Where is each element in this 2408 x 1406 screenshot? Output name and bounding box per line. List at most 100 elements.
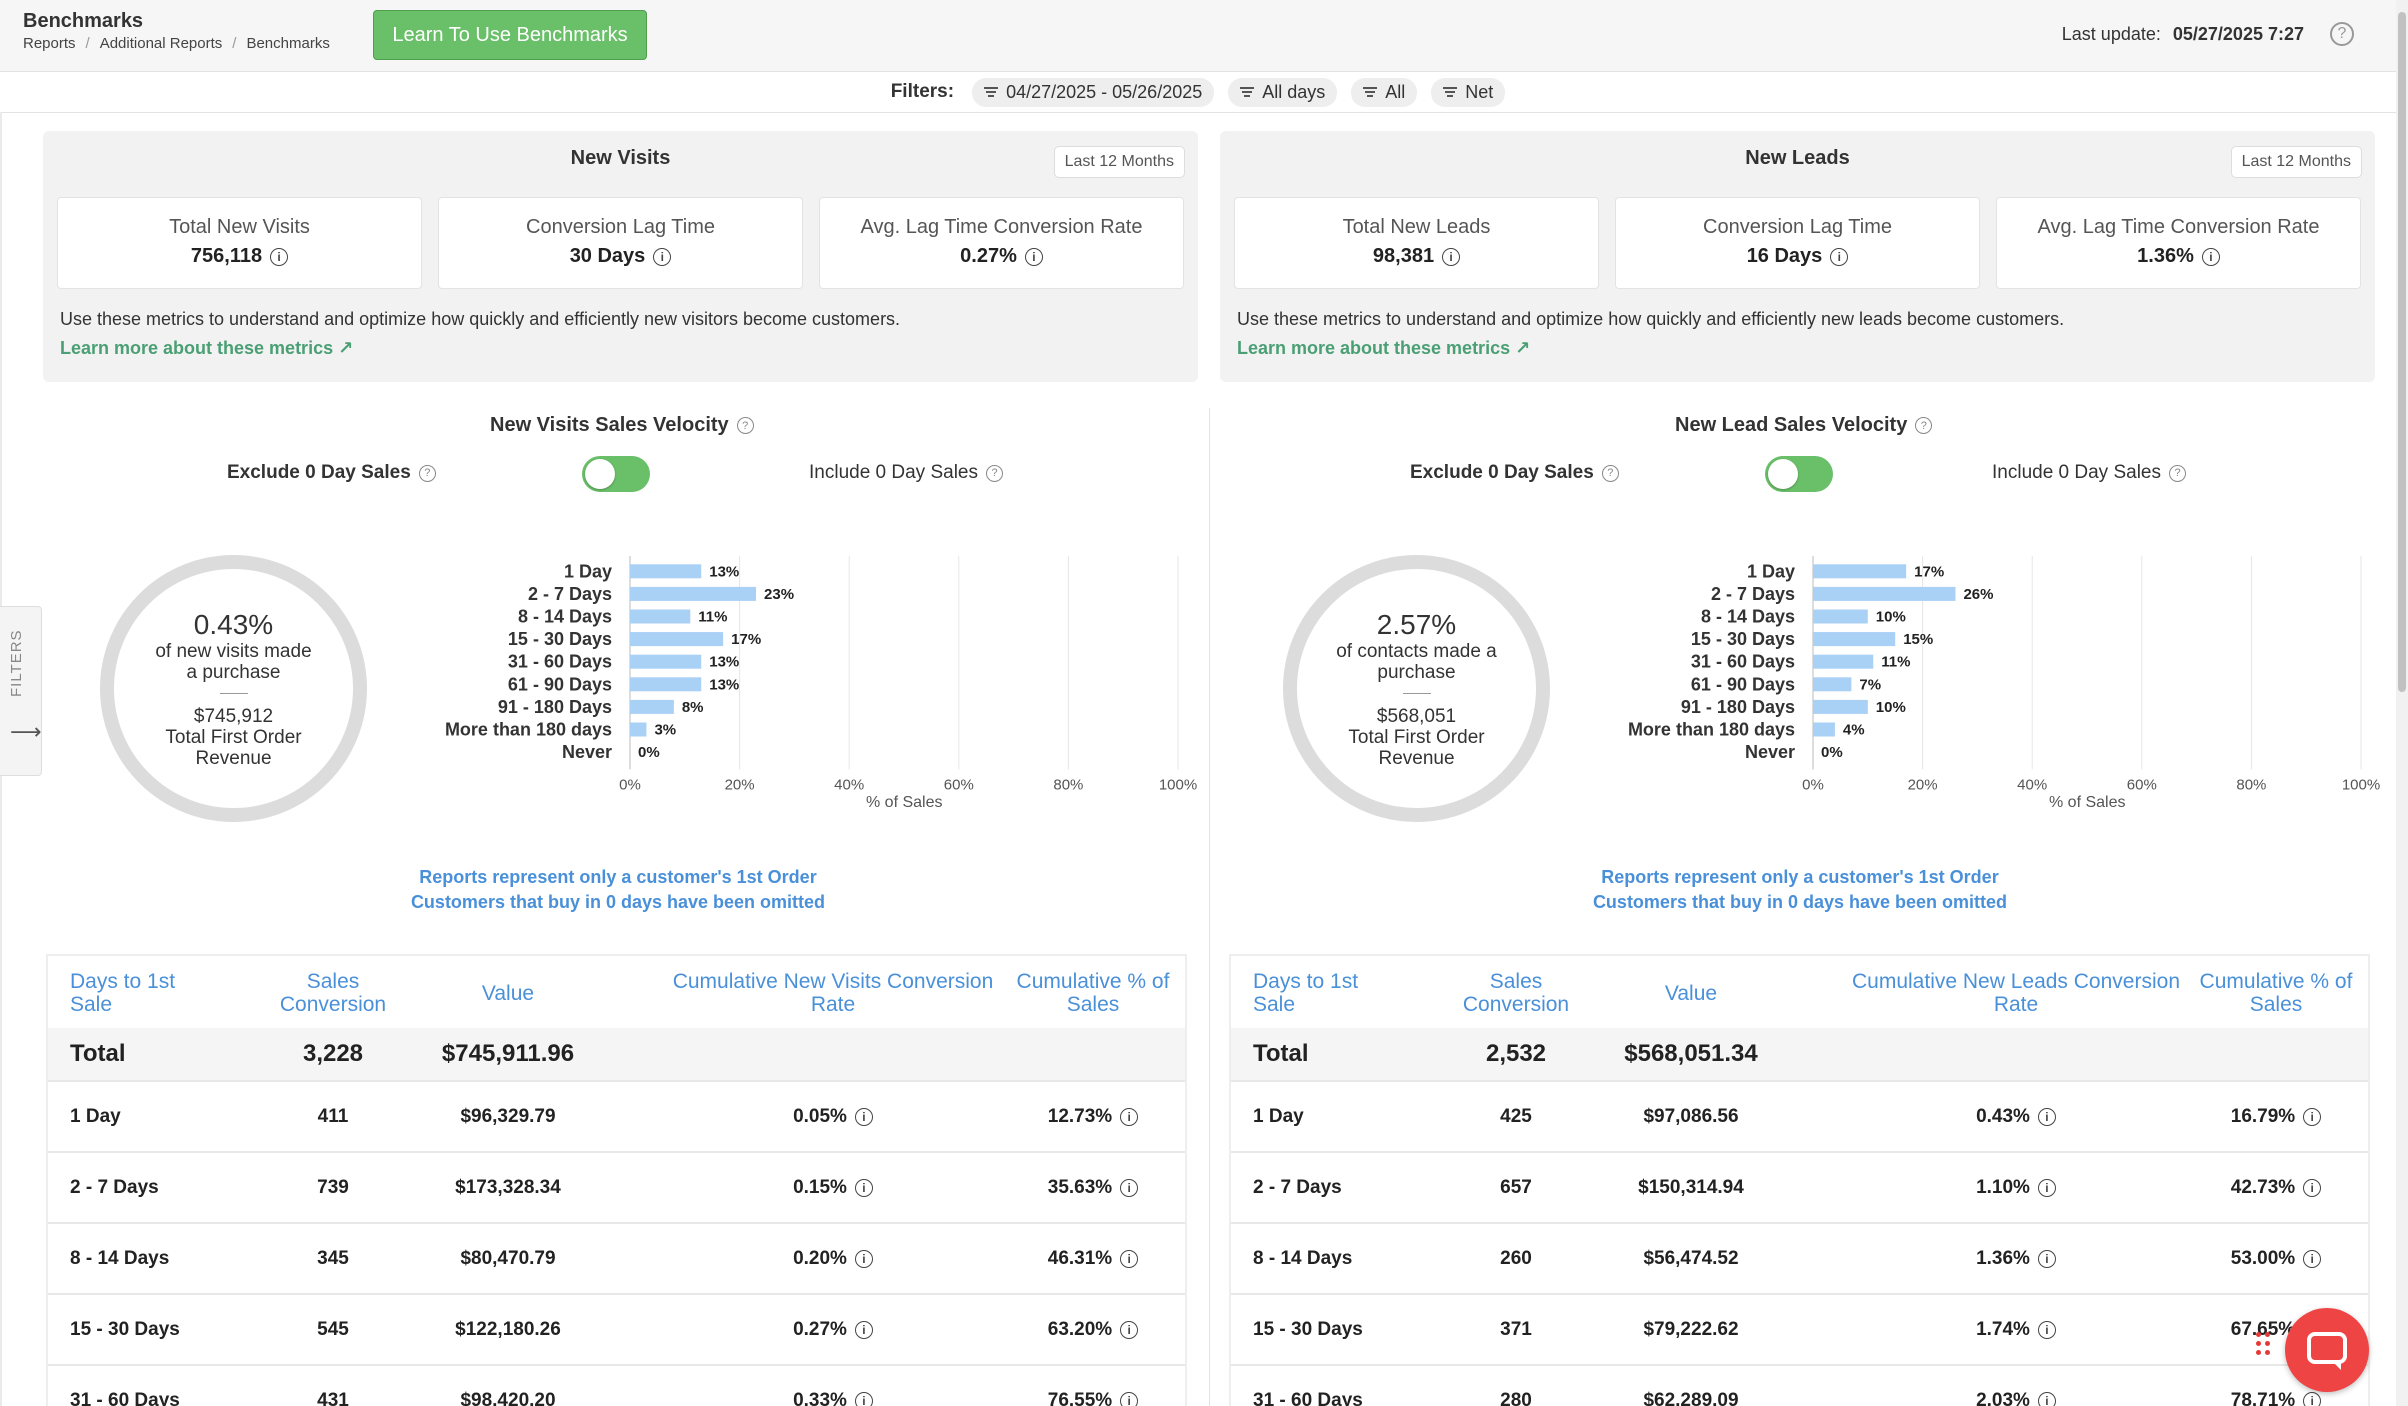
- info-icon[interactable]: i: [270, 247, 289, 266]
- drag-handle-icon[interactable]: [2256, 1332, 2270, 1355]
- column-header-rate[interactable]: Cumulative New Leads Conversion Rate: [1852, 970, 2180, 1016]
- column-header-value[interactable]: Value: [1664, 982, 1718, 1005]
- category-label: 8 - 14 Days: [1701, 607, 1795, 627]
- filter-chip-net[interactable]: Net: [1431, 77, 1506, 107]
- cell-pct-text: 16.79%: [2230, 1105, 2296, 1127]
- bar[interactable]: [1813, 632, 1896, 647]
- cell-pct: 53.00% i: [2191, 1224, 2361, 1293]
- info-icon[interactable]: i: [1120, 1178, 1139, 1197]
- bar[interactable]: [630, 677, 702, 692]
- metric-number: 98,381: [1372, 245, 1435, 267]
- filter-icon: [1240, 87, 1255, 97]
- table-row: 1 Day 425 $97,086.56 0.43% i 16.79% i: [1231, 1080, 2368, 1151]
- filter-chip-label: Net: [1465, 81, 1494, 102]
- period-selector[interactable]: Last 12 Months: [2230, 146, 2362, 178]
- new-visits-summary: New Visits Last 12 Months Total New Visi…: [43, 131, 1198, 382]
- period-selector[interactable]: Last 12 Months: [1053, 146, 1185, 178]
- question-circle-icon[interactable]: ?: [986, 464, 1003, 482]
- zero-day-toggle[interactable]: [582, 456, 650, 492]
- bar[interactable]: [1813, 564, 1907, 579]
- info-icon[interactable]: i: [2037, 1391, 2056, 1406]
- column-header-pct[interactable]: Cumulative % of Sales: [2199, 970, 2353, 1016]
- donut-subtitle: of contacts made a purchase: [1336, 640, 1497, 683]
- cell-pct: 63.20% i: [1008, 1295, 1178, 1364]
- question-circle-icon[interactable]: ?: [736, 417, 754, 434]
- info-icon[interactable]: i: [653, 247, 672, 266]
- bar[interactable]: [630, 564, 702, 579]
- info-icon[interactable]: i: [2037, 1107, 2056, 1126]
- info-icon[interactable]: i: [2201, 247, 2220, 266]
- bar-value-label: 10%: [1876, 609, 1906, 626]
- column-header-pct[interactable]: Cumulative % of Sales: [1016, 970, 1170, 1016]
- bar[interactable]: [630, 654, 702, 669]
- info-icon[interactable]: i: [854, 1249, 873, 1268]
- bar[interactable]: [630, 609, 691, 624]
- info-icon[interactable]: i: [1120, 1107, 1139, 1126]
- bar-value-label: 8%: [682, 699, 704, 716]
- chat-button[interactable]: [2285, 1308, 2369, 1392]
- question-circle-icon[interactable]: ?: [1915, 417, 1933, 434]
- metric-value: 98,381 i: [1235, 245, 1598, 268]
- info-icon[interactable]: i: [2037, 1178, 2056, 1197]
- info-icon[interactable]: i: [1120, 1249, 1139, 1268]
- info-icon[interactable]: i: [854, 1391, 873, 1406]
- cell-days: 31 - 60 Days: [1253, 1389, 1363, 1406]
- bar[interactable]: [630, 632, 724, 647]
- bar[interactable]: [630, 586, 757, 601]
- cell-rate: 1.74% i: [1851, 1295, 2181, 1364]
- bar[interactable]: [1813, 677, 1852, 692]
- column-header-days[interactable]: Days to 1st Sale: [1253, 970, 1359, 1016]
- info-icon[interactable]: i: [854, 1320, 873, 1339]
- bar[interactable]: [630, 699, 674, 714]
- column-header-conversion[interactable]: Sales Conversion: [1462, 970, 1570, 1016]
- column-header-days[interactable]: Days to 1st Sale: [70, 970, 176, 1016]
- filter-chip-all[interactable]: All: [1351, 77, 1418, 107]
- breadcrumb-additional-reports[interactable]: Additional Reports: [99, 35, 223, 52]
- total-conversion: 2,532: [1485, 1040, 1547, 1067]
- info-icon[interactable]: i: [2303, 1107, 2322, 1126]
- page-scrollbar[interactable]: [2396, 0, 2408, 1406]
- bar[interactable]: [1813, 722, 1835, 737]
- summary-title: New Visits: [570, 147, 671, 169]
- info-icon[interactable]: i: [1024, 247, 1043, 266]
- question-circle-icon[interactable]: ?: [418, 464, 436, 482]
- zero-day-toggle[interactable]: [1765, 456, 1833, 492]
- info-icon[interactable]: i: [2037, 1249, 2056, 1268]
- filters-side-tab[interactable]: FILTERS ⟶: [0, 606, 42, 776]
- learn-benchmarks-button[interactable]: Learn To Use Benchmarks: [373, 10, 647, 60]
- leads-donut: 2.57% of contacts made a purchase $568,0…: [1283, 555, 1550, 822]
- column-header-rate[interactable]: Cumulative New Visits Conversion Rate: [672, 970, 994, 1016]
- category-label: 91 - 180 Days: [1681, 697, 1795, 717]
- cell-rate: 0.15% i: [668, 1153, 998, 1222]
- info-icon[interactable]: i: [854, 1178, 873, 1197]
- info-icon[interactable]: i: [1442, 247, 1461, 266]
- bar[interactable]: [1813, 609, 1868, 624]
- category-label: Never: [562, 742, 612, 762]
- filter-chip-date-range[interactable]: 04/27/2025 - 05/26/2025: [972, 77, 1215, 107]
- bar[interactable]: [1813, 586, 1956, 601]
- info-icon[interactable]: i: [1120, 1320, 1139, 1339]
- info-icon[interactable]: i: [2037, 1320, 2056, 1339]
- table-row: 31 - 60 Days 431 $98,420.20 0.33% i 76.55…: [48, 1364, 1185, 1406]
- info-icon[interactable]: i: [2303, 1178, 2322, 1197]
- breadcrumb-reports[interactable]: Reports: [23, 35, 76, 52]
- learn-more-link[interactable]: Learn more about these metrics ↗: [60, 338, 354, 358]
- column-header-value[interactable]: Value: [481, 982, 535, 1005]
- question-circle-icon[interactable]: ?: [1601, 464, 1619, 482]
- bar[interactable]: [630, 722, 647, 737]
- velocity-title-text: New Visits Sales Velocity: [490, 414, 729, 436]
- scrollbar-thumb[interactable]: [2398, 12, 2406, 692]
- info-icon[interactable]: i: [854, 1107, 873, 1126]
- bar[interactable]: [1813, 699, 1868, 714]
- info-icon[interactable]: i: [1830, 247, 1849, 266]
- filter-chip-days[interactable]: All days: [1228, 77, 1338, 107]
- x-tick-label: 100%: [2342, 776, 2380, 793]
- info-icon[interactable]: i: [2303, 1391, 2322, 1406]
- info-icon[interactable]: i: [2303, 1249, 2322, 1268]
- question-circle-icon[interactable]: ?: [2169, 464, 2186, 482]
- learn-more-link[interactable]: Learn more about these metrics ↗: [1237, 338, 1531, 358]
- bar[interactable]: [1813, 654, 1874, 669]
- info-icon[interactable]: i: [1120, 1391, 1139, 1406]
- question-circle-icon[interactable]: ?: [2330, 22, 2354, 46]
- column-header-conversion[interactable]: Sales Conversion: [279, 970, 387, 1016]
